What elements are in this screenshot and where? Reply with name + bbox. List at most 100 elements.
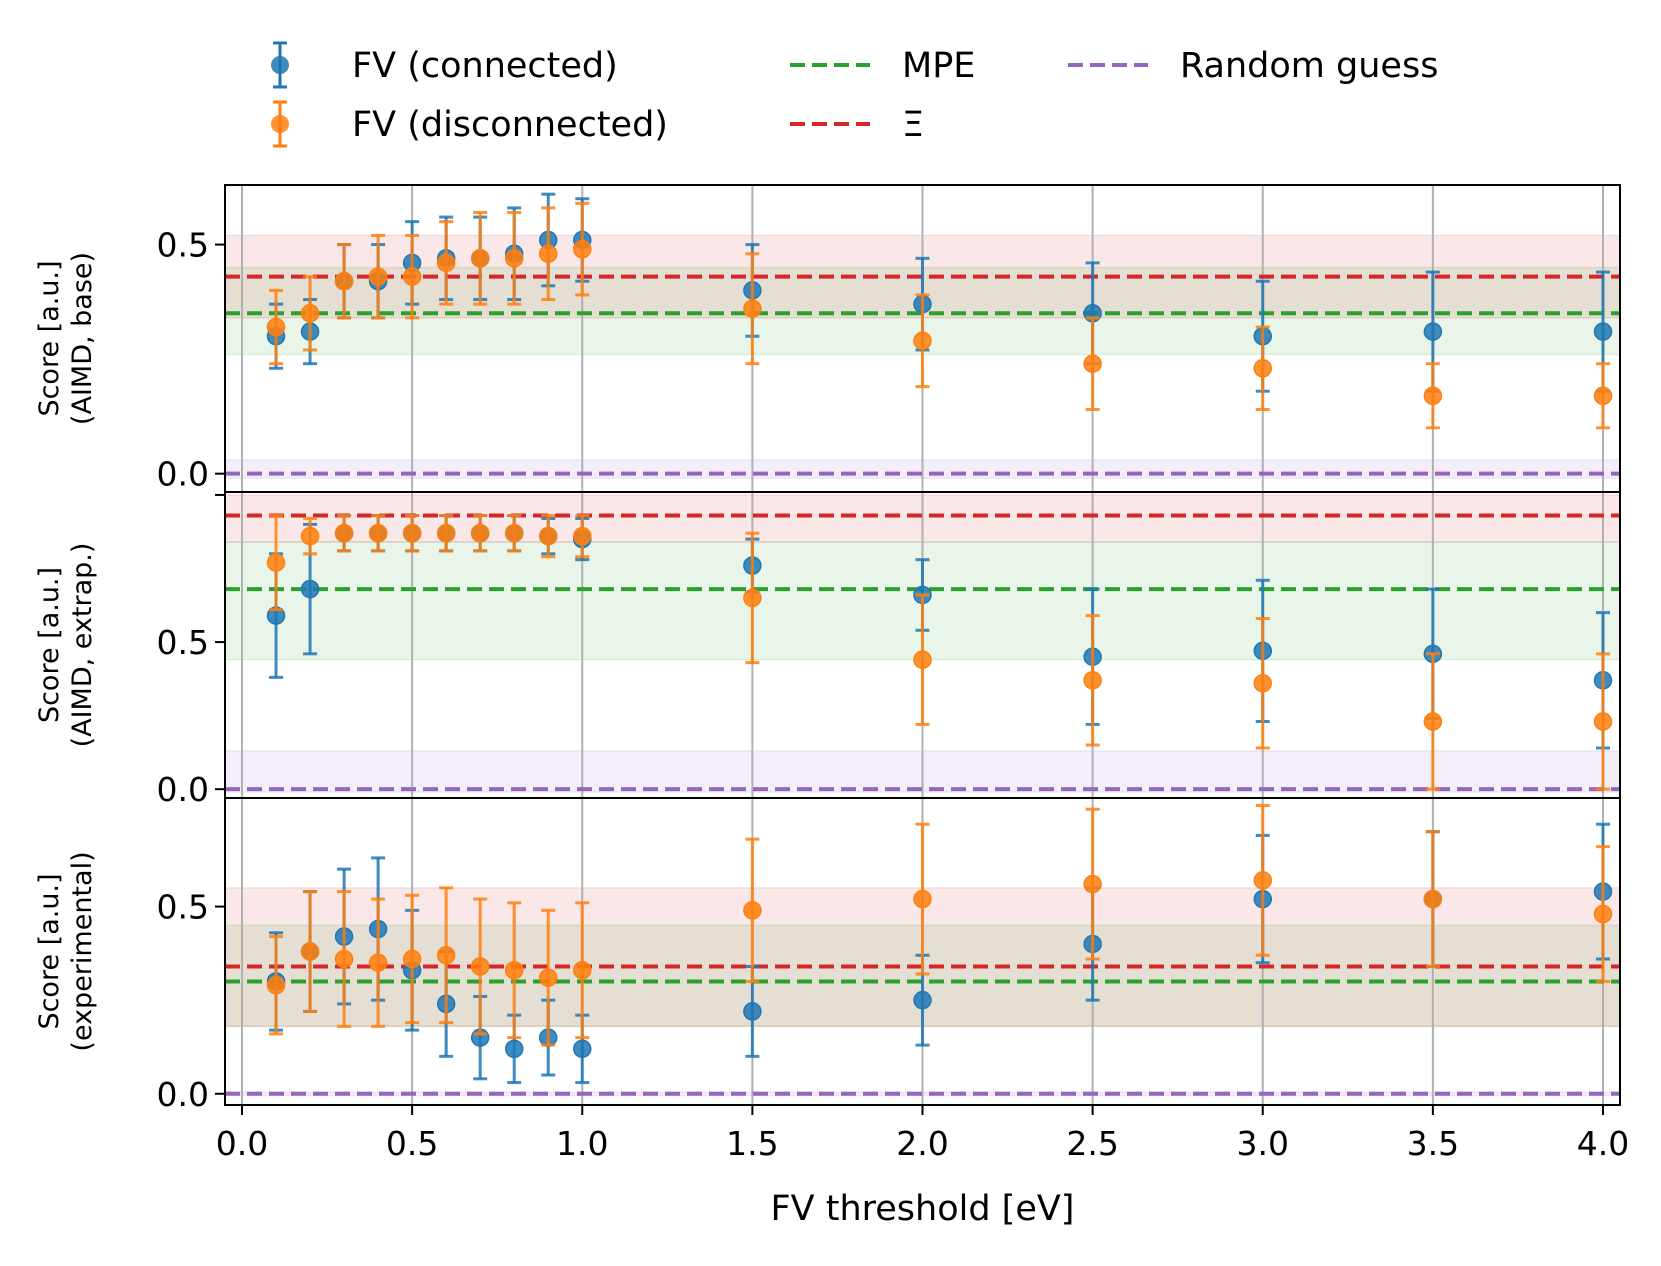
- legend-marker: [271, 115, 289, 133]
- data-point: [334, 523, 354, 543]
- y-axis-label-line1: Score [a.u.]: [34, 873, 65, 1029]
- data-point: [538, 526, 558, 546]
- legend-item-fv-connected-: FV (connected): [271, 41, 618, 89]
- x-tick-label: 3.5: [1407, 1124, 1459, 1163]
- data-point: [538, 968, 558, 987]
- legend-label: Random guess: [1180, 46, 1438, 86]
- data-point: [573, 526, 592, 546]
- panel-1: 0.5 0.0 Score [a.u.](AIMD, base): [34, 184, 1621, 494]
- data-point: [300, 579, 320, 599]
- data-point: [436, 253, 456, 273]
- legend-item-fv-disconnected-: FV (disconnected): [271, 100, 668, 148]
- data-point: [300, 942, 320, 961]
- series-disconnected: [266, 803, 1613, 1047]
- x-tick-label: 4.0: [1577, 1124, 1629, 1163]
- legend-item--: Ξ: [790, 105, 924, 145]
- data-point: [470, 523, 490, 543]
- legend-item-random-guess: Random guess: [1068, 46, 1438, 86]
- legend-label: MPE: [902, 46, 975, 86]
- data-point: [504, 523, 524, 543]
- data-point: [1423, 889, 1443, 909]
- x-tick-label: 2.5: [1066, 1124, 1118, 1163]
- data-point: [913, 889, 932, 909]
- x-tick-label: 0.5: [386, 1124, 438, 1163]
- y-axis-label-line2: (AIMD, base): [67, 252, 98, 425]
- data-point: [1593, 386, 1613, 406]
- y-axis-label-line1: Score [a.u.]: [34, 567, 65, 723]
- y-axis-label-line1: Score [a.u.]: [34, 260, 65, 416]
- legend: FV (connected) FV (disconnected) MPE Ξ Rando…: [271, 41, 1438, 148]
- legend-label: FV (disconnected): [352, 105, 668, 145]
- data-point: [913, 650, 932, 669]
- panel-plot-area: [225, 492, 1620, 798]
- y-axis-label: Score [a.u.](AIMD, extrap.): [34, 543, 98, 748]
- data-point: [368, 267, 388, 286]
- data-point: [1083, 874, 1102, 894]
- y-tick-label: 0.0: [157, 1075, 209, 1114]
- legend-label: Ξ: [902, 105, 924, 145]
- x-tick-label: 0.0: [216, 1124, 268, 1163]
- data-point: [334, 271, 354, 291]
- y-tick-label: 0.5: [157, 888, 209, 927]
- legend-marker: [271, 56, 289, 74]
- data-point: [436, 945, 456, 965]
- data-point: [402, 267, 422, 286]
- data-point: [743, 901, 762, 920]
- series-disconnected: [266, 201, 1613, 430]
- data-point: [913, 990, 932, 1010]
- data-point: [913, 331, 932, 351]
- data-point: [1423, 712, 1443, 731]
- panel-2: 0.5 0.0 Score [a.u.](AIMD, extrap.): [34, 491, 1621, 809]
- x-tick-label: 1.0: [556, 1124, 608, 1163]
- data-point: [504, 1039, 524, 1059]
- data-point: [402, 949, 422, 969]
- x-axis: 0.0 0.5 1.0 1.5 2.0 2.5 3.0 3.5 4.0 FV threshold …: [216, 1105, 1629, 1229]
- y-axis-label: Score [a.u.](experimental): [34, 851, 98, 1051]
- data-point: [1083, 354, 1102, 373]
- y-tick-label: 0.0: [157, 770, 209, 809]
- data-point: [1593, 904, 1613, 924]
- data-point: [266, 553, 286, 572]
- data-point: [743, 299, 762, 318]
- data-point: [1593, 712, 1613, 731]
- legend-item-mpe: MPE: [790, 46, 975, 86]
- data-point: [1253, 674, 1272, 693]
- data-point: [504, 960, 524, 980]
- data-point: [300, 304, 320, 323]
- panel-3: 0.5 0.0 Score [a.u.](experimental): [34, 797, 1621, 1114]
- data-point: [538, 244, 558, 263]
- data-point: [436, 523, 456, 543]
- series-disconnected: [266, 514, 1613, 791]
- data-point: [743, 1002, 762, 1021]
- data-point: [1253, 871, 1272, 890]
- x-tick-label: 2.0: [896, 1124, 948, 1163]
- x-axis-title: FV threshold [eV]: [771, 1189, 1075, 1229]
- data-point: [1083, 671, 1102, 690]
- data-point: [504, 249, 524, 268]
- data-point: [266, 975, 286, 995]
- data-point: [573, 1039, 592, 1059]
- panel-plot-area: [225, 798, 1620, 1105]
- data-point: [470, 957, 490, 976]
- y-axis-label: Score [a.u.](AIMD, base): [34, 252, 98, 425]
- y-tick-label: 0.5: [157, 623, 209, 662]
- x-tick-label: 3.0: [1237, 1124, 1289, 1163]
- data-point: [368, 523, 388, 543]
- y-axis-label-line2: (experimental): [67, 851, 98, 1051]
- data-point: [470, 249, 490, 268]
- data-point: [573, 239, 592, 259]
- data-point: [743, 588, 762, 608]
- x-tick-label: 1.5: [726, 1124, 778, 1163]
- data-point: [402, 523, 422, 543]
- data-point: [1423, 322, 1443, 341]
- y-axis-label-line2: (AIMD, extrap.): [67, 543, 98, 748]
- legend-label: FV (connected): [352, 46, 618, 86]
- data-point: [1423, 386, 1443, 406]
- data-point: [300, 526, 320, 546]
- data-point: [573, 960, 592, 980]
- data-point: [368, 953, 388, 972]
- data-point: [1593, 322, 1613, 341]
